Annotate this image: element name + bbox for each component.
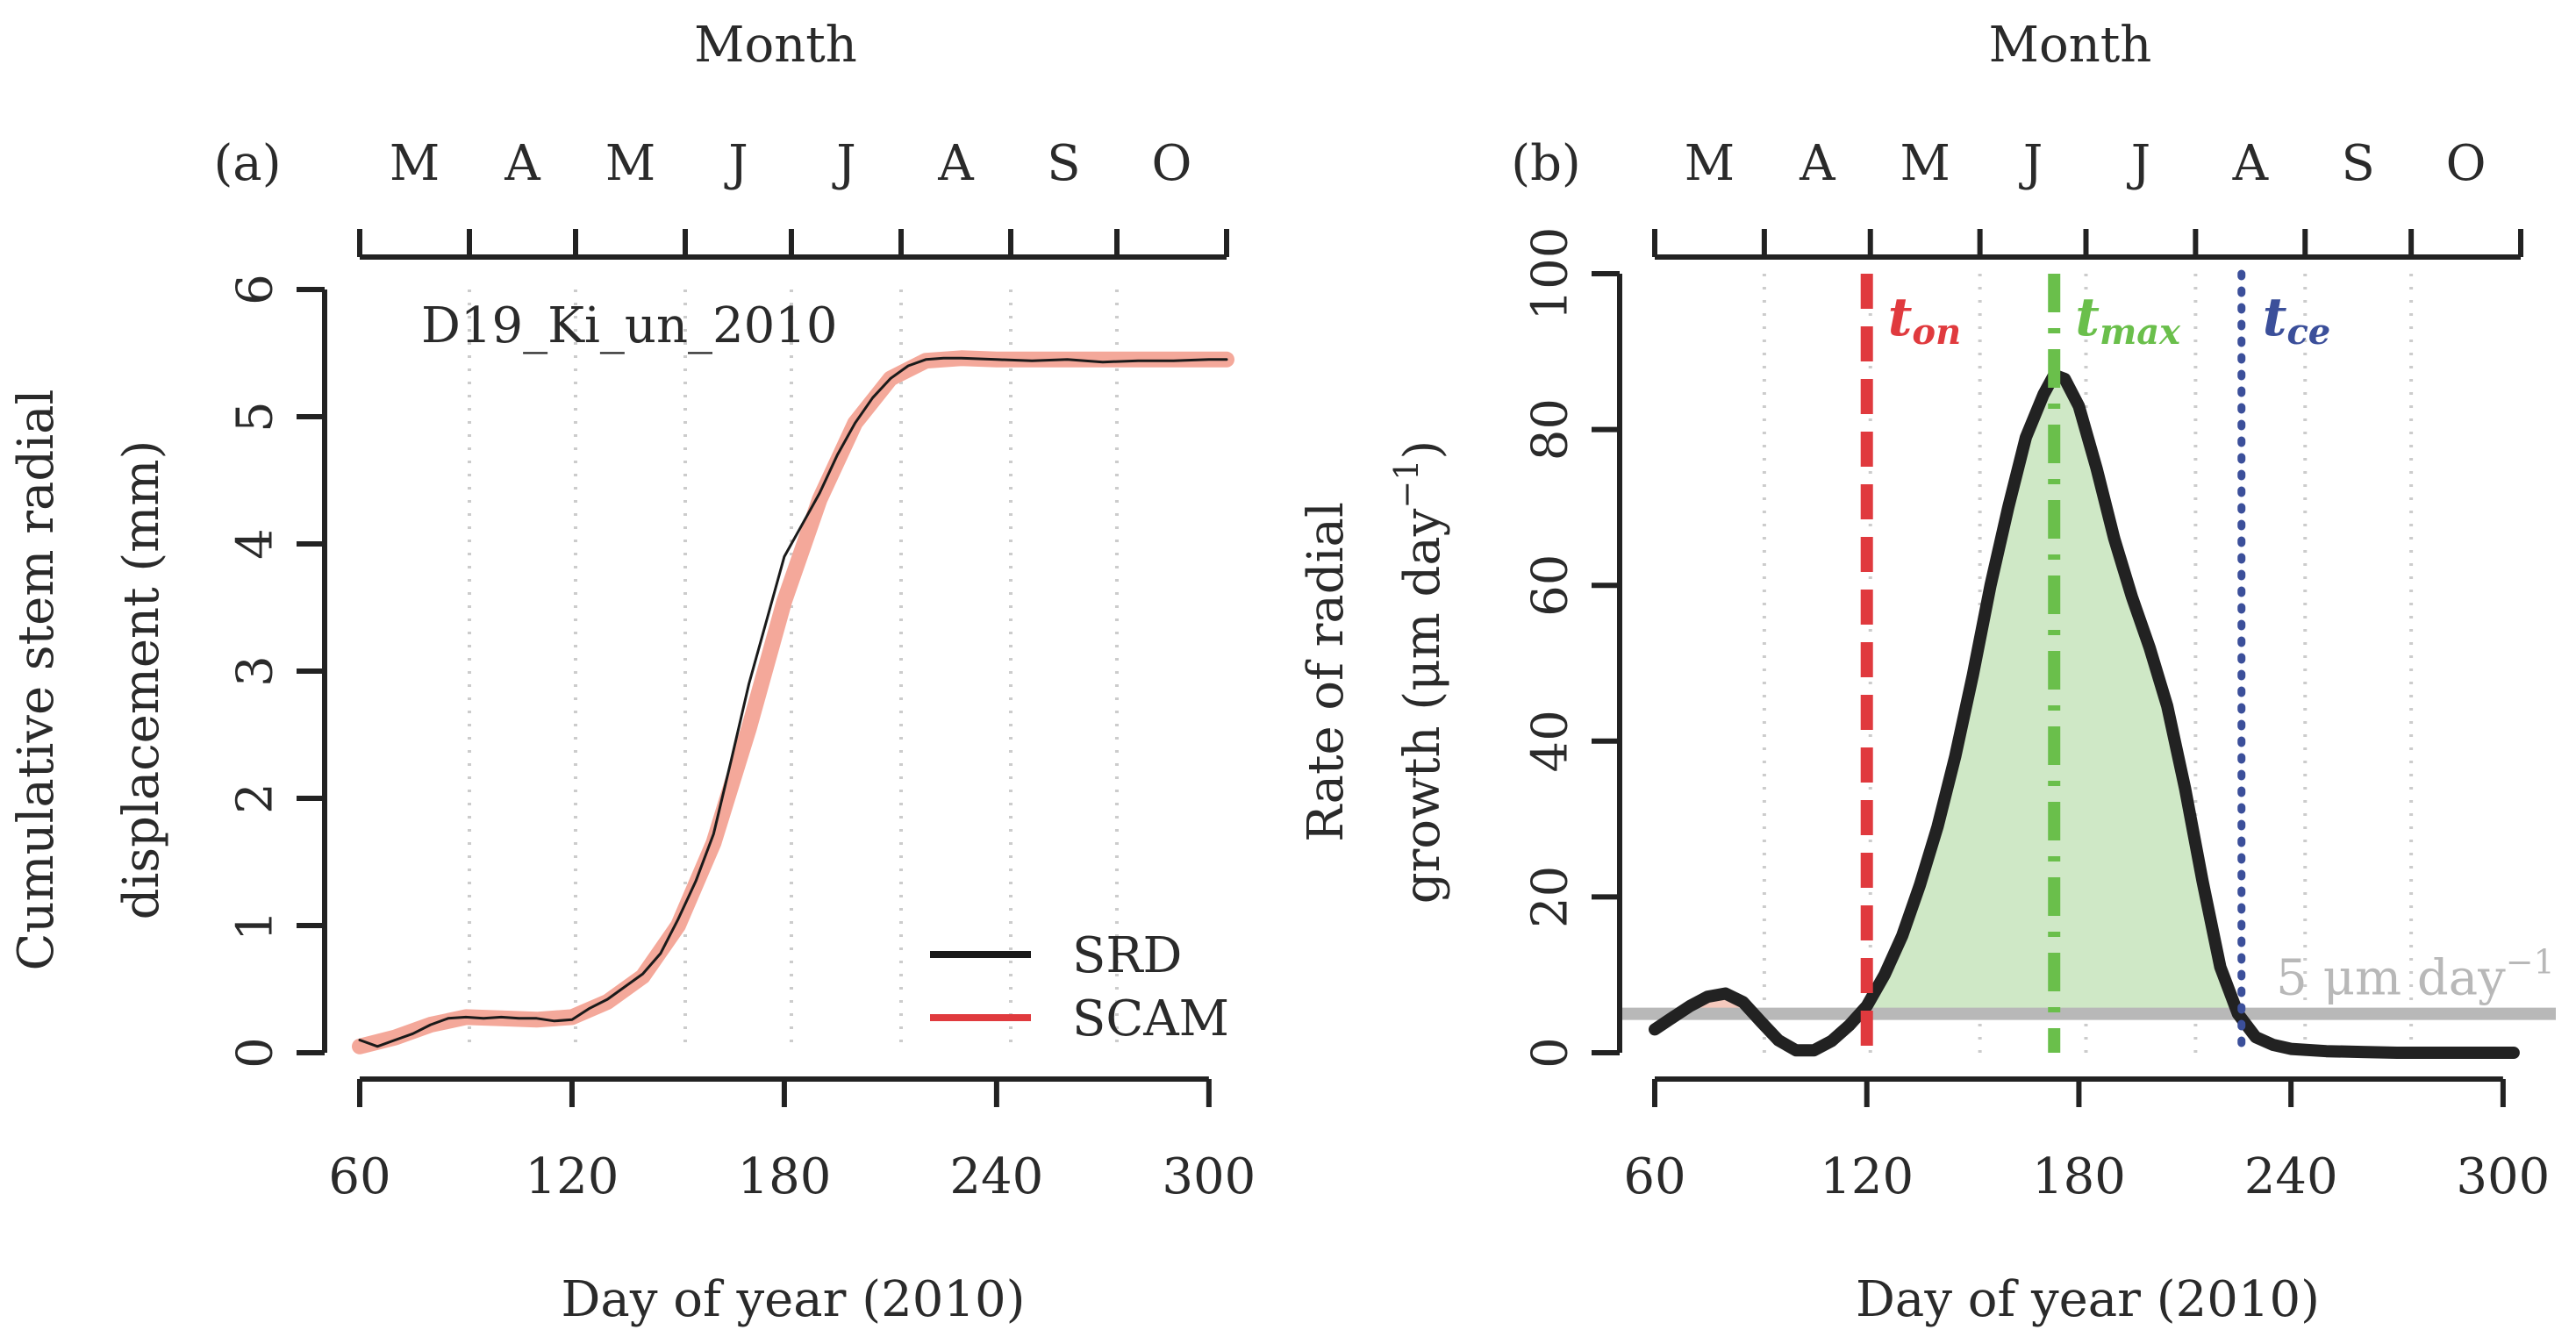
y-tick-label: 5 (227, 401, 284, 433)
y-tick-label: 60 (1522, 554, 1579, 617)
month-label: S (1047, 135, 1080, 192)
x-tick-label: 60 (328, 1148, 390, 1205)
growth-area-fill (1866, 375, 2242, 1014)
legend-label-SRD: SRD (1072, 927, 1182, 984)
y-tick-label: 4 (227, 528, 284, 560)
x-axis-title: Day of year (2010) (562, 1271, 1026, 1328)
top-axis-title: Month (694, 17, 857, 74)
x-tick-label: 180 (737, 1148, 831, 1205)
y-tick-label: 80 (1522, 398, 1579, 461)
panel-b: 5 μm day−1 ton tmax tce 0 20 40 60 80 100 60 120 180… (1298, 17, 2556, 1328)
month-label: A (1799, 135, 1835, 192)
month-label: M (605, 135, 655, 192)
month-label: O (2446, 135, 2487, 192)
panel-a: 0 1 2 3 4 5 6 60 120 180 240 300 Day of year (2010) M… (8, 17, 1256, 1328)
panel-label: (a) (213, 135, 281, 192)
y-tick-label: 0 (227, 1037, 284, 1069)
x-tick-label: 240 (2244, 1148, 2338, 1205)
month-label: A (937, 135, 974, 192)
month-label: A (504, 135, 540, 192)
month-label: O (1152, 135, 1192, 192)
y-axis-title-line2: growth (μm day−1) (1387, 440, 1451, 904)
threshold-label: 5 μm day−1 (2276, 943, 2555, 1007)
month-label: J (2019, 135, 2043, 192)
month-label: J (724, 135, 748, 192)
month-label: M (1900, 135, 1950, 192)
annotation-label: D19_Ki_un_2010 (421, 297, 838, 354)
legend-label-SCAM: SCAM (1072, 990, 1229, 1047)
x-tick-label: 300 (2456, 1148, 2550, 1205)
x-tick-label: 60 (1623, 1148, 1685, 1205)
series-line-growth_rate (1649, 368, 2520, 1059)
x-axis-title: Day of year (2010) (1856, 1271, 2320, 1328)
y-tick-label: 40 (1522, 710, 1579, 772)
y-tick-label: 0 (1522, 1037, 1579, 1069)
month-label: A (2232, 135, 2269, 192)
y-axis-title-line2: displacement (mm) (113, 440, 170, 920)
y-tick-label: 1 (227, 910, 284, 941)
panel-label: (b) (1511, 135, 1581, 192)
y-axis-title-line1: Cumulative stem radial (8, 390, 65, 971)
month-label: M (1685, 135, 1735, 192)
y-tick-label: 6 (227, 274, 284, 305)
y-tick-label: 100 (1522, 227, 1579, 321)
x-tick-label: 240 (949, 1148, 1043, 1205)
x-tick-label: 120 (1820, 1148, 1914, 1205)
month-label: J (832, 135, 855, 192)
month-label: S (2341, 135, 2374, 192)
y-axis-title-line1: Rate of radial (1298, 502, 1355, 842)
top-axis-title: Month (1989, 17, 2152, 74)
x-tick-label: 300 (1162, 1148, 1256, 1205)
vline-label-t_max: tmax (2075, 287, 2181, 353)
series-line-SRD (358, 356, 1228, 1048)
x-tick-label: 120 (526, 1148, 619, 1205)
vline-label-t_ce: tce (2263, 287, 2331, 353)
y-tick-label: 2 (227, 783, 284, 814)
y-tick-label: 20 (1522, 866, 1579, 928)
vline-label-t_on: ton (1888, 287, 1961, 353)
month-label: J (2127, 135, 2150, 192)
x-tick-label: 180 (2032, 1148, 2126, 1205)
month-label: M (390, 135, 440, 192)
y-tick-label: 3 (227, 655, 284, 687)
